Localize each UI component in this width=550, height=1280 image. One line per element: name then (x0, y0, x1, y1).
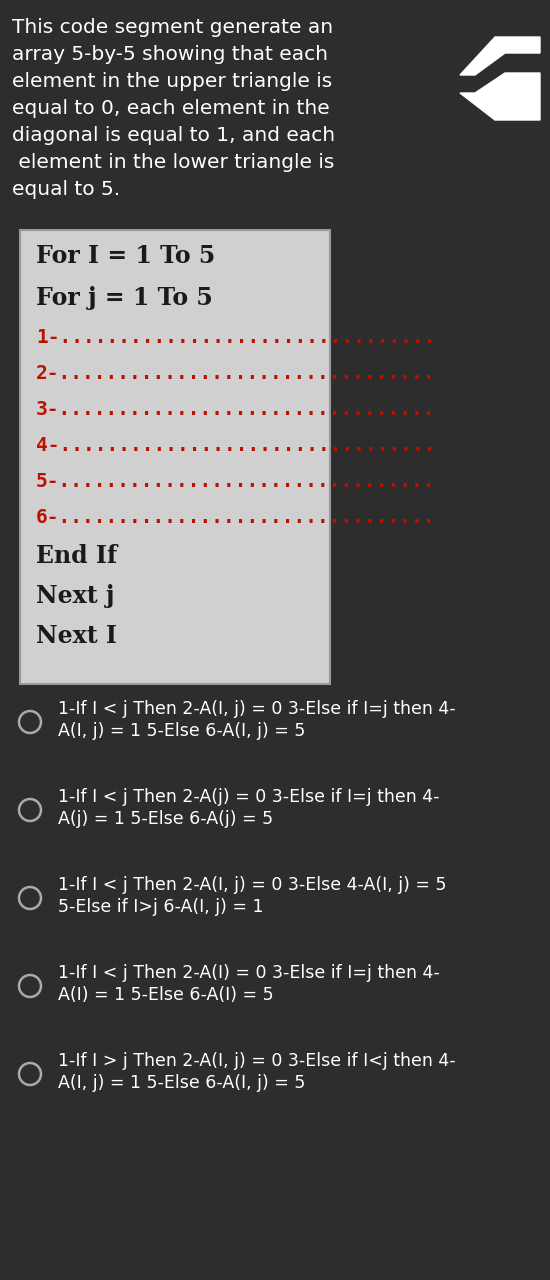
Text: A(I, j) = 1 5-Else 6-A(I, j) = 5: A(I, j) = 1 5-Else 6-A(I, j) = 5 (58, 1074, 305, 1092)
Text: 2-................................: 2-................................ (36, 364, 436, 383)
Text: element in the upper triangle is: element in the upper triangle is (12, 72, 332, 91)
Text: diagonal is equal to 1, and each: diagonal is equal to 1, and each (12, 125, 335, 145)
Text: End If: End If (36, 544, 117, 568)
Text: Next j: Next j (36, 584, 114, 608)
Text: 4-................................: 4-................................ (36, 436, 436, 454)
Text: 3-................................: 3-................................ (36, 399, 436, 419)
Text: 1-If I < j Then 2-A(I, j) = 0 3-Else if I=j then 4-: 1-If I < j Then 2-A(I, j) = 0 3-Else if … (58, 700, 455, 718)
Text: This code segment generate an: This code segment generate an (12, 18, 333, 37)
Text: For j = 1 To 5: For j = 1 To 5 (36, 285, 213, 310)
Text: 5-................................: 5-................................ (36, 472, 436, 492)
Text: 6-................................: 6-................................ (36, 508, 436, 527)
Text: 5-Else if I>j 6-A(I, j) = 1: 5-Else if I>j 6-A(I, j) = 1 (58, 899, 263, 916)
Text: 1-If I < j Then 2-A(j) = 0 3-Else if I=j then 4-: 1-If I < j Then 2-A(j) = 0 3-Else if I=j… (58, 788, 439, 806)
Text: equal to 5.: equal to 5. (12, 180, 120, 198)
Text: For I = 1 To 5: For I = 1 To 5 (36, 244, 215, 268)
Polygon shape (460, 37, 540, 76)
Text: 1-If I > j Then 2-A(I, j) = 0 3-Else if I<j then 4-: 1-If I > j Then 2-A(I, j) = 0 3-Else if … (58, 1052, 455, 1070)
Text: A(j) = 1 5-Else 6-A(j) = 5: A(j) = 1 5-Else 6-A(j) = 5 (58, 810, 273, 828)
Polygon shape (460, 73, 540, 120)
Text: equal to 0, each element in the: equal to 0, each element in the (12, 99, 330, 118)
Text: 1-If I < j Then 2-A(I, j) = 0 3-Else 4-A(I, j) = 5: 1-If I < j Then 2-A(I, j) = 0 3-Else 4-A… (58, 876, 447, 893)
Text: A(I) = 1 5-Else 6-A(I) = 5: A(I) = 1 5-Else 6-A(I) = 5 (58, 986, 274, 1004)
Text: element in the lower triangle is: element in the lower triangle is (12, 154, 334, 172)
Text: 1-If I < j Then 2-A(I) = 0 3-Else if I=j then 4-: 1-If I < j Then 2-A(I) = 0 3-Else if I=j… (58, 964, 440, 982)
Text: array 5-by-5 showing that each: array 5-by-5 showing that each (12, 45, 328, 64)
FancyBboxPatch shape (20, 230, 330, 684)
Text: Next I: Next I (36, 623, 117, 648)
Text: 1-................................: 1-................................ (36, 328, 436, 347)
Text: A(I, j) = 1 5-Else 6-A(I, j) = 5: A(I, j) = 1 5-Else 6-A(I, j) = 5 (58, 722, 305, 740)
